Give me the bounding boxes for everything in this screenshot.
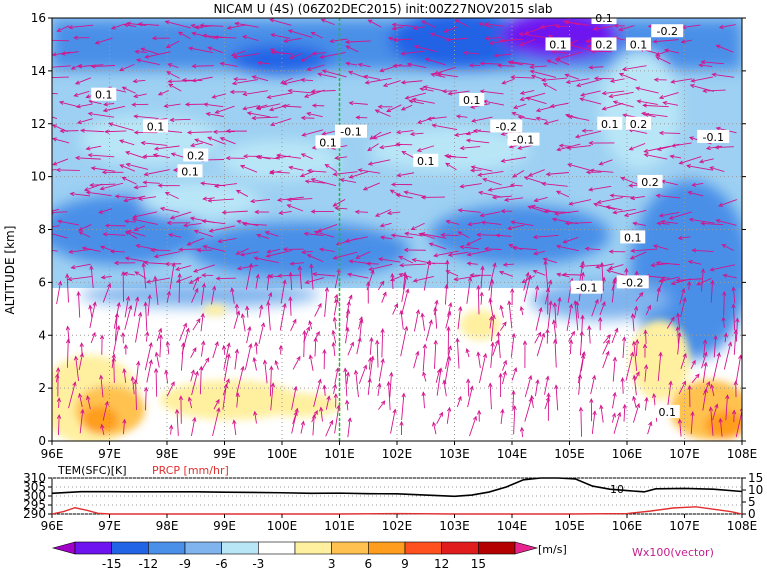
y-tick-label: 8 [38,223,46,237]
contour-label: -0.1 [703,131,724,144]
contour-label: 0.2 [630,118,648,131]
colorbar-tick-label: 6 [365,557,373,571]
colorbar-tick-label: 3 [328,557,336,571]
surface-left-tick-label: 300 [23,489,46,503]
y-tick-label: 4 [38,328,46,342]
colorbar-tick-label: -15 [102,557,122,571]
contour-label: -0.2 [622,276,643,289]
contour-label: 0.1 [319,136,337,149]
y-tick-label: 2 [38,381,46,395]
x-tick-label: 107E [669,447,700,461]
vector-note: Wx100(vector) [632,546,714,559]
contour-label: -0.1 [340,126,361,139]
colorbar-tick-label: -6 [216,557,228,571]
colorbar-tick-label: 15 [471,557,486,571]
surface-left-tick-label: 290 [23,507,46,521]
x-tick-label: 100E [267,447,298,461]
contour-label: 0.1 [147,120,165,133]
colorbar-tick-label: 12 [434,557,449,571]
surface-right-tick-label: 15 [748,471,763,485]
surface-x-tick-label: 98E [156,519,179,533]
contour-label: 0.1 [463,94,481,107]
surface-left-tick-label: 295 [23,498,46,512]
tem-axis-label: TEM(SFC)[K] [57,464,127,477]
x-tick-label: 105E [554,447,585,461]
surface-left-tick-label: 310 [23,471,46,485]
surface-right-tick-label: 5 [748,495,756,509]
prcp-series-line [51,506,743,515]
x-tick-label: 104E [497,447,528,461]
wind-vectors [52,18,742,438]
surface-x-tick-label: 106E [612,519,643,533]
colorbar-labels: -15 -12 -9 -6 -3 3 6 9 12 15 [102,557,486,571]
surface-x-tick-label: 102E [382,519,413,533]
contour-label: 0.1 [181,165,199,178]
colorbar-tick-label: 9 [401,557,409,571]
wind-shading [52,18,742,441]
surface-x-tick-label: 97E [98,519,121,533]
surface-x-tick-label: 104E [497,519,528,533]
contour-label: 0.2 [187,149,205,162]
surface-x-tick-label: 99E [213,519,236,533]
surface-x-ticks: 96E 97E 98E 99E 100E 101E 102E 103E 104E 105E 106E… [41,514,758,533]
x-tick-label: 103E [439,447,470,461]
y-tick-label: 0 [38,434,46,448]
chart-title: NICAM U (4S) (06Z02DEC2015) init:00Z27NO… [213,2,552,16]
x-tick-label: 98E [156,447,179,461]
y-tick-label: 12 [31,117,46,131]
contour-label: 0.1 [624,231,642,244]
contour-label: -0.1 [576,282,597,295]
colorbar-units: [m/s] [538,543,567,556]
y-tick-label: 14 [31,64,46,78]
contour-label: 0.2 [595,38,613,51]
surface-x-tick-label: 103E [439,519,470,533]
colorbar-tick-label: -12 [139,557,159,571]
surface-left-tick-label: 305 [23,480,46,494]
x-tick-label: 101E [324,447,355,461]
contour-label: -0.2 [657,25,678,38]
contour-label: 0.1 [417,155,435,168]
contour-label: 0.1 [95,89,113,102]
surface-right-tick-label: 0 [748,507,756,521]
contour-label: 0.1 [659,406,677,419]
contour-label: 0.2 [641,176,659,189]
y-tick-label: 6 [38,275,46,289]
contour-label: 0.1 [630,38,648,51]
colorbar-tick-label: -3 [252,557,264,571]
surface-right-tick-label: 10 [748,483,763,497]
contour-labels: 0.10.10.20.10.1-0.10.10.1-0.2-0.10.1 0.20… [91,11,730,419]
x-tick-label: 97E [98,447,121,461]
colorbar-tick-label: -9 [179,557,191,571]
prcp-axis-label: PRCP [mm/hr] [152,464,229,477]
tem-series-line [51,477,743,498]
surface-x-tick-label: 105E [554,519,585,533]
x-tick-label: 96E [41,447,64,461]
y-axis-label: ALTITUDE [km] [3,226,17,315]
surface-x-tick-label: 101E [324,519,355,533]
surface-x-tick-label: 108E [727,519,758,533]
colorbar [51,541,539,555]
x-tick-label: 106E [612,447,643,461]
contour-label: -0.2 [496,120,517,133]
y-tick-label: 16 [31,11,46,25]
surface-annotation: 10 [610,483,624,496]
y-tick-label: 10 [31,170,46,184]
surface-x-tick-label: 100E [267,519,298,533]
x-tick-label: 99E [213,447,236,461]
surface-x-tick-label: 107E [669,519,700,533]
main-x-ticks: 96E 97E 98E 99E 100E 101E 102E 103E 104E 105E 106E… [41,441,758,461]
contour-label: 0.1 [549,38,567,51]
main-y-ticks: 0 2 4 6 8 10 12 14 16 [31,11,746,448]
contour-label: 0.1 [601,118,619,131]
surface-x-tick-label: 96E [41,519,64,533]
x-tick-label: 108E [727,447,758,461]
x-tick-label: 102E [382,447,413,461]
contour-label: -0.1 [513,134,534,147]
